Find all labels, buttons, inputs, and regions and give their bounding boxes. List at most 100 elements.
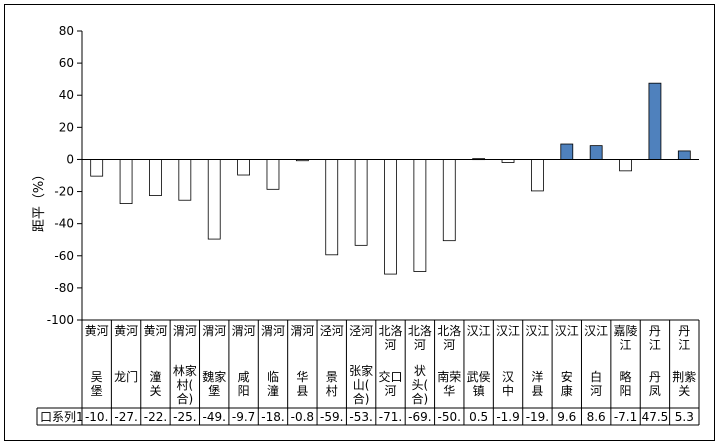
value-label: -71.: [379, 410, 402, 424]
category-station-label: 武侯: [467, 370, 491, 384]
category-station-label: 潼: [149, 369, 161, 384]
category-station-label: 龙门: [114, 369, 138, 384]
category-station-label: 合): [176, 391, 193, 406]
category-station-label: 合): [412, 391, 429, 406]
value-label: -27.: [114, 410, 137, 424]
category-station-label: 荆紫: [672, 370, 696, 384]
bar: [531, 159, 544, 192]
y-tick-label: -80: [54, 281, 74, 295]
bar: [442, 159, 456, 242]
category-station-label: 山(: [353, 378, 370, 392]
value-label: -53.: [349, 410, 372, 424]
bar: [325, 159, 339, 256]
y-tick-label: -20: [54, 185, 74, 199]
value-label: 5.3: [675, 410, 694, 424]
bar: [119, 159, 133, 204]
bars-group: [82, 82, 699, 275]
y-tick-label: -60: [54, 249, 74, 263]
category-river-label: 丹: [678, 324, 690, 338]
y-axis-label: 距平（%）: [32, 168, 47, 232]
category-river-label: 汉江: [496, 324, 520, 338]
category-station-label: 景: [326, 370, 338, 384]
bar-chart: 距平（%） 80 60 40 20 0 -20 -40 -60 -80 -100 口系列1 黄河吴堡…: [32, 24, 700, 426]
value-label: -7.1: [614, 410, 637, 424]
value-label: -49.: [203, 410, 226, 424]
category-station-label: 丹: [649, 370, 661, 384]
value-label: -9.7: [232, 410, 255, 424]
category-station-label: 华: [296, 370, 308, 384]
category-station-label: 中: [502, 383, 514, 398]
category-river-label: 黄河: [85, 324, 109, 338]
category-station-label: 汉: [502, 370, 514, 384]
value-label: -10.: [85, 410, 108, 424]
bar: [413, 159, 427, 272]
bar: [178, 159, 192, 201]
category-river-label: 北洛: [408, 323, 432, 338]
category-river-label: 泾河: [349, 324, 373, 338]
category-river-label: 渭河: [232, 324, 256, 338]
y-tick-label: 0: [66, 152, 74, 166]
category-station-label: 白: [590, 369, 602, 384]
category-river-label: 黄河: [143, 324, 167, 338]
value-label: -19.: [526, 410, 549, 424]
category-river-label: 渭河: [173, 324, 197, 338]
bar: [648, 82, 662, 160]
category-station-label: 安: [561, 369, 573, 384]
category-river-label: 江: [649, 338, 661, 352]
y-axis: 80 60 40 20 0 -20 -40 -60 -80 -100: [47, 24, 83, 327]
bar: [90, 159, 104, 177]
category-river-label: 江: [620, 338, 632, 352]
value-label: 9.6: [557, 410, 576, 424]
category-station-label: 阳: [620, 384, 632, 398]
category-station-label: 堡: [91, 383, 103, 398]
category-station-label: 县: [531, 384, 543, 398]
category-station-label: 洋: [531, 369, 543, 384]
value-label: -0.8: [291, 410, 314, 424]
category-station-label: 吴: [91, 370, 103, 384]
value-label: -22.: [144, 410, 167, 424]
y-tick-label: 80: [59, 24, 74, 38]
bar: [354, 159, 368, 246]
category-river-label: 江: [678, 338, 690, 352]
bar: [384, 159, 397, 275]
chart-frame: 距平（%） 80 60 40 20 0 -20 -40 -60 -80 -100 口系列1 黄河吴堡…: [4, 4, 715, 441]
category-station-label: 临: [267, 370, 279, 384]
category-station-label: 县: [296, 384, 308, 398]
category-station-label: 康: [561, 383, 573, 398]
category-station-label: 交口: [378, 369, 402, 384]
category-river-label: 汉江: [555, 324, 579, 338]
bar: [237, 159, 250, 176]
bar: [677, 150, 691, 160]
value-label: -50.: [438, 410, 461, 424]
category-station-label: 村(: [176, 378, 193, 392]
value-label: -25.: [173, 410, 196, 424]
category-station-label: 魏家: [202, 369, 226, 384]
value-label: 0.5: [469, 410, 488, 424]
bar: [207, 159, 221, 240]
category-station-label: 镇: [473, 384, 485, 398]
category-station-label: 村: [326, 384, 338, 398]
category-station-label: 关: [678, 384, 690, 398]
value-label: -69.: [408, 410, 431, 424]
value-label: -59.: [320, 410, 343, 424]
category-river-label: 北洛: [437, 323, 461, 338]
category-river-label: 渭河: [290, 324, 314, 338]
category-river-label: 河: [414, 338, 426, 352]
category-river-label: 北洛: [378, 323, 402, 338]
category-station-label: 阳: [238, 384, 250, 398]
category-river-label: 渭河: [261, 324, 285, 338]
category-river-label: 渭河: [202, 324, 226, 338]
category-river-label: 河: [384, 338, 396, 352]
category-station-label: 状: [414, 364, 426, 378]
category-station-label: 咸: [238, 370, 250, 384]
category-river-label: 汉江: [525, 324, 549, 338]
category-station-label: 堡: [208, 383, 220, 398]
category-river-label: 泾河: [320, 324, 344, 338]
category-station-label: 河: [590, 384, 602, 398]
category-station-label: 林家: [173, 363, 197, 378]
bar: [589, 145, 603, 160]
category-river-label: 丹: [649, 324, 661, 338]
y-tick-label: 40: [59, 88, 74, 102]
category-station-label: 头(: [412, 378, 429, 392]
category-station-label: 华: [443, 384, 455, 398]
